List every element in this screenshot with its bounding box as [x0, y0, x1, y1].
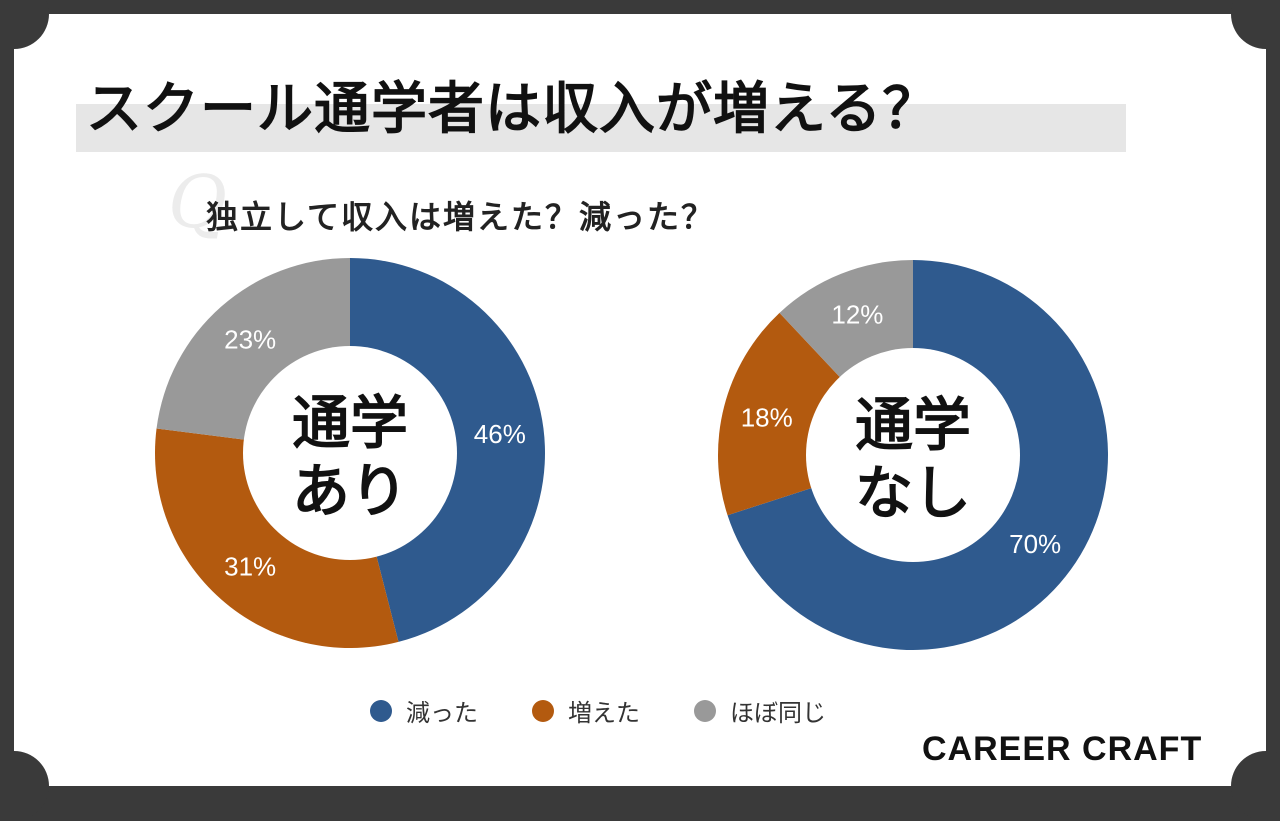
title-highlight — [76, 104, 1126, 152]
q-decoration-icon: Q — [168, 160, 228, 244]
slice-value-label: 46% — [474, 419, 526, 449]
legend-label: ほぼ同じ — [730, 699, 826, 727]
legend-swatch-decreased — [370, 699, 392, 722]
legend-swatch-same — [694, 699, 716, 722]
legend-item-increased: 増えた — [532, 693, 640, 728]
donut-hole — [806, 348, 1020, 562]
center-label: なし — [855, 459, 971, 527]
slice-value-label: 18% — [741, 402, 793, 432]
slice-value-label: 23% — [224, 325, 276, 355]
legend-item-same: ほぼ同じ — [694, 693, 826, 728]
center-label: 通学 — [292, 389, 408, 457]
legend-label: 増えた — [568, 699, 640, 727]
slice-value-label: 31% — [224, 551, 276, 581]
legend-label: 減った — [406, 699, 478, 727]
legend-item-decreased: 減った — [370, 693, 478, 728]
survey-question: 独立して収入は増えた？減った？ — [206, 198, 716, 236]
brand-logo: CAREER CRAFT — [922, 730, 1203, 768]
center-label: 通学 — [855, 391, 971, 459]
donut-hole — [243, 346, 457, 560]
slice-value-label: 70% — [1009, 529, 1061, 559]
page-title: スクール通学者は収入が増える？ — [86, 77, 940, 142]
center-label: あり — [292, 457, 408, 525]
slice-value-label: 12% — [831, 300, 883, 330]
legend: 減った 増えた ほぼ同じ — [370, 693, 826, 728]
legend-swatch-increased — [532, 699, 554, 722]
